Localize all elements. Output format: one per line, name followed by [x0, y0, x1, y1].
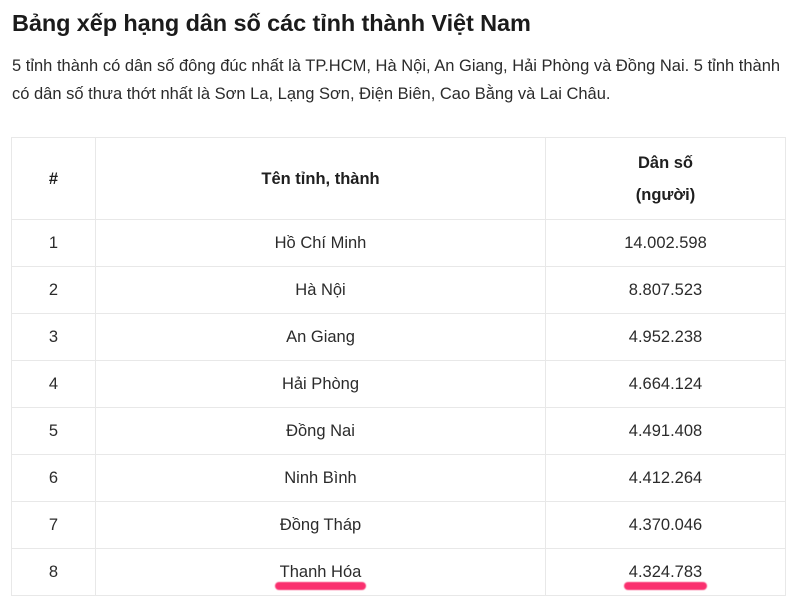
cell-rank: 5: [11, 407, 96, 455]
article-intro-paragraph: 5 tỉnh thành có dân số đông đúc nhất là …: [12, 57, 781, 103]
cell-population: 14.002.598: [545, 219, 786, 267]
table-row: 1 Hồ Chí Minh 14.002.598: [11, 219, 786, 267]
population-table-container: # Tên tỉnh, thành Dân số (người) 1 Hồ Chí…: [11, 137, 786, 596]
cell-rank: 7: [11, 501, 96, 549]
cell-province-name: Hải Phòng: [95, 360, 546, 408]
cell-rank: 3: [11, 313, 96, 361]
page-title: Bảng xếp hạng dân số các tỉnh thành Việt…: [12, 10, 531, 36]
cell-province-name: Thanh Hóa: [95, 548, 546, 596]
table-row: 2 Hà Nội 8.807.523: [11, 266, 786, 314]
table-header: # Tên tỉnh, thành Dân số (người): [11, 137, 786, 220]
table-header-row: # Tên tỉnh, thành Dân số (người): [11, 137, 786, 220]
highlighted-province-name: Thanh Hóa: [279, 563, 362, 581]
cell-rank: 1: [11, 219, 96, 267]
column-header-province-name: Tên tỉnh, thành: [95, 137, 546, 220]
cell-population: 4.324.783: [545, 548, 786, 596]
population-ranking-table: # Tên tỉnh, thành Dân số (người) 1 Hồ Chí…: [11, 137, 786, 596]
column-header-rank: #: [11, 137, 96, 220]
cell-population: 4.664.124: [545, 360, 786, 408]
cell-province-name: Đồng Tháp: [95, 501, 546, 549]
table-row: 6 Ninh Bình 4.412.264: [11, 454, 786, 502]
cell-province-name: An Giang: [95, 313, 546, 361]
cell-rank: 4: [11, 360, 96, 408]
cell-population: 4.491.408: [545, 407, 786, 455]
table-row: 5 Đồng Nai 4.491.408: [11, 407, 786, 455]
column-header-population-title: Dân số: [637, 153, 693, 172]
cell-province-name: Đồng Nai: [95, 407, 546, 455]
table-row: 3 An Giang 4.952.238: [11, 313, 786, 361]
table-row: 8 Thanh Hóa 4.324.783: [11, 548, 786, 596]
table-row: 7 Đồng Tháp 4.370.046: [11, 501, 786, 549]
column-header-population: Dân số (người): [545, 137, 786, 220]
cell-population: 8.807.523: [545, 266, 786, 314]
table-body: 1 Hồ Chí Minh 14.002.598 2 Hà Nội 8.807.523 3 A…: [11, 219, 786, 596]
cell-rank: 6: [11, 454, 96, 502]
cell-rank: 8: [11, 548, 96, 596]
column-header-population-unit: (người): [635, 185, 696, 204]
cell-rank: 2: [11, 266, 96, 314]
cell-population: 4.370.046: [545, 501, 786, 549]
cell-province-name: Ninh Bình: [95, 454, 546, 502]
table-row: 4 Hải Phòng 4.664.124: [11, 360, 786, 408]
cell-province-name: Hồ Chí Minh: [95, 219, 546, 267]
cell-province-name: Hà Nội: [95, 266, 546, 314]
cell-population: 4.952.238: [545, 313, 786, 361]
cell-population: 4.412.264: [545, 454, 786, 502]
highlighted-population-value: 4.324.783: [628, 563, 703, 581]
